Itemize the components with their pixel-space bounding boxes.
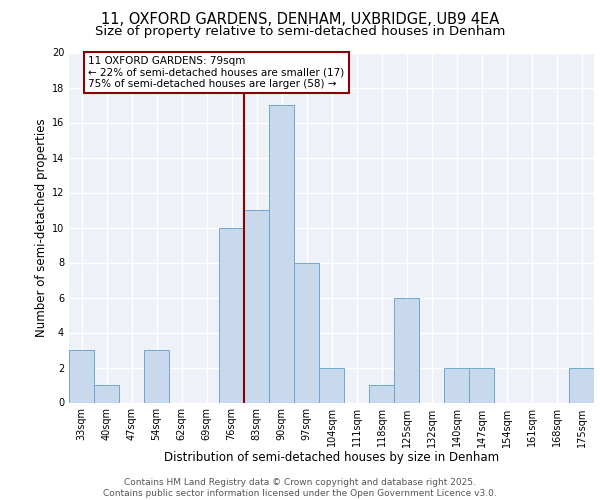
Bar <box>369 385 394 402</box>
Bar <box>294 262 319 402</box>
Bar <box>444 368 469 402</box>
Bar <box>469 368 494 402</box>
Text: 11 OXFORD GARDENS: 79sqm
← 22% of semi-detached houses are smaller (17)
75% of s: 11 OXFORD GARDENS: 79sqm ← 22% of semi-d… <box>89 56 345 89</box>
Bar <box>69 350 94 403</box>
Bar <box>219 228 244 402</box>
Text: Contains HM Land Registry data © Crown copyright and database right 2025.
Contai: Contains HM Land Registry data © Crown c… <box>103 478 497 498</box>
Y-axis label: Number of semi-detached properties: Number of semi-detached properties <box>35 118 47 337</box>
Text: Size of property relative to semi-detached houses in Denham: Size of property relative to semi-detach… <box>95 25 505 38</box>
Bar <box>244 210 269 402</box>
Bar <box>569 368 594 402</box>
Bar <box>94 385 119 402</box>
Bar <box>269 105 294 403</box>
Bar <box>319 368 344 402</box>
Bar <box>394 298 419 403</box>
Bar <box>144 350 169 403</box>
Text: 11, OXFORD GARDENS, DENHAM, UXBRIDGE, UB9 4EA: 11, OXFORD GARDENS, DENHAM, UXBRIDGE, UB… <box>101 12 499 28</box>
X-axis label: Distribution of semi-detached houses by size in Denham: Distribution of semi-detached houses by … <box>164 451 499 464</box>
